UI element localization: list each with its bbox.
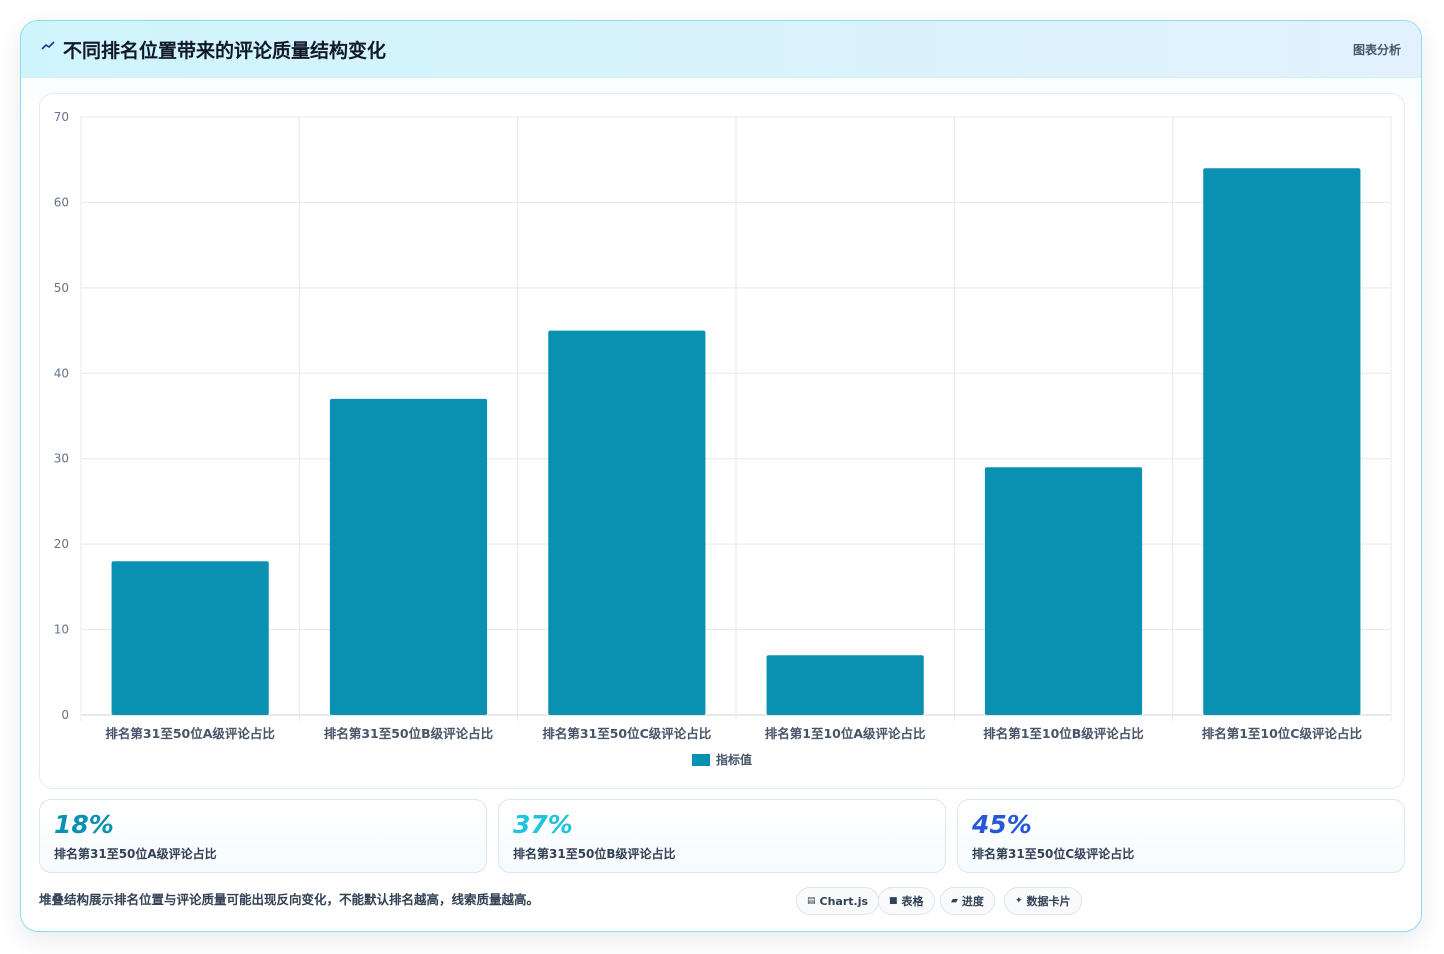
stat-label: 排名第31至50位B级评论占比 bbox=[513, 847, 676, 861]
card-header: 不同排名位置带来的评论质量结构变化 图表分析 bbox=[21, 21, 1421, 78]
x-tick-label: 排名第31至50位C级评论占比 bbox=[542, 726, 711, 741]
chart-analysis-tag[interactable]: 图表分析 bbox=[1352, 43, 1401, 57]
progress-icon: ▰ bbox=[951, 896, 958, 906]
y-tick-label: 20 bbox=[54, 537, 69, 551]
x-tick-label: 排名第31至50位A级评论占比 bbox=[105, 726, 275, 741]
stat-card-3: 45% 排名第31至50位C级评论占比 bbox=[957, 799, 1405, 873]
stat-label: 排名第31至50位A级评论占比 bbox=[54, 847, 217, 861]
chart-icon: ▤ bbox=[807, 896, 816, 906]
pill-progress[interactable]: ▰ 进度 bbox=[940, 887, 995, 915]
bar bbox=[766, 655, 924, 715]
bar bbox=[111, 561, 269, 715]
pill-label: 进度 bbox=[961, 895, 984, 908]
pill-label: Chart.js bbox=[819, 894, 869, 908]
page-title: 不同排名位置带来的评论质量结构变化 bbox=[63, 40, 387, 62]
pill-label: 数据卡片 bbox=[1026, 895, 1071, 908]
bar bbox=[984, 467, 1143, 715]
stat-value: 18% bbox=[54, 810, 114, 839]
y-tick-label: 40 bbox=[54, 366, 69, 380]
pill-data-card[interactable]: ✦ 数据卡片 bbox=[1004, 887, 1082, 915]
y-tick-label: 50 bbox=[54, 281, 69, 295]
x-tick-label: 排名第1至10位C级评论占比 bbox=[1202, 726, 1363, 741]
pill-chartjs[interactable]: ▤ Chart.js bbox=[796, 887, 880, 915]
legend-label: 指标值 bbox=[716, 752, 752, 767]
bar bbox=[1203, 168, 1361, 715]
stat-card-2: 37% 排名第31至50位B级评论占比 bbox=[498, 799, 946, 873]
x-tick-label: 排名第1至10位A级评论占比 bbox=[765, 726, 926, 741]
footer-note: 堆叠结构展示排名位置与评论质量可能出现反向变化，不能默认排名越高，线索质量越高。 bbox=[39, 892, 540, 907]
sparkle-icon: ✦ bbox=[1015, 896, 1023, 906]
bar bbox=[329, 398, 488, 715]
y-tick-label: 0 bbox=[61, 708, 69, 722]
y-tick-label: 10 bbox=[54, 623, 69, 637]
y-tick-label: 30 bbox=[54, 452, 69, 466]
bar-chart: 0 10 20 30 40 50 60 70 排名第31至50位A级评论占比 排名第31至50位B… bbox=[54, 110, 1392, 767]
pill-label: 表格 bbox=[901, 895, 924, 908]
chart-line-icon bbox=[41, 41, 55, 50]
x-tick-label: 排名第1至10位B级评论占比 bbox=[983, 726, 1144, 741]
stat-value: 37% bbox=[513, 810, 573, 839]
chart-panel: 0 10 20 30 40 50 60 70 排名第31至50位A级评论占比 排名第31至50位B… bbox=[39, 93, 1405, 789]
chart-card: 不同排名位置带来的评论质量结构变化 图表分析 0 10 20 30 40 50 60 70 排名… bbox=[20, 20, 1422, 932]
stat-label: 排名第31至50位C级评论占比 bbox=[972, 847, 1135, 861]
y-tick-label: 60 bbox=[54, 195, 69, 209]
bar bbox=[548, 330, 706, 715]
pill-table[interactable]: ■ 表格 bbox=[878, 887, 935, 915]
stat-card-1: 18% 排名第31至50位A级评论占比 bbox=[39, 799, 487, 873]
y-tick-label: 70 bbox=[54, 110, 69, 124]
table-icon: ■ bbox=[889, 896, 898, 906]
stat-value: 45% bbox=[972, 810, 1032, 839]
legend-swatch bbox=[692, 754, 710, 766]
x-tick-label: 排名第31至50位B级评论占比 bbox=[324, 726, 494, 741]
